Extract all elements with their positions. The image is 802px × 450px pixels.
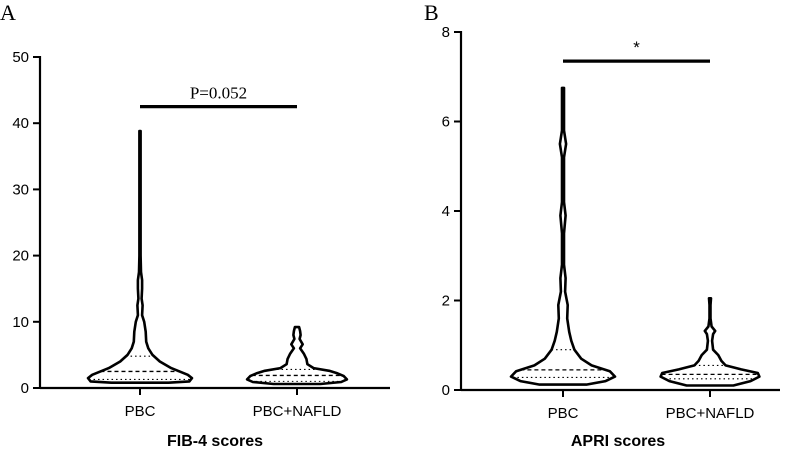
panel-a-axes: 0 10 20 30 40 50 PBC PBC+NAFLD	[12, 49, 390, 420]
panel-b-letter: B	[424, 0, 439, 25]
panel-a-letter: A	[0, 0, 16, 25]
x-tick-label: PBC+NAFLD	[666, 405, 755, 422]
panel-b-xlabel: APRI scores	[571, 433, 665, 450]
panel-a-annotation: P=0.052	[140, 84, 297, 109]
y-tick-label: 2	[442, 293, 450, 310]
y-tick-label: 0	[442, 382, 450, 399]
x-tick-label: PBC	[548, 405, 579, 422]
panel-b-axes: 0 2 4 6 8 PBC PBC+NAFLD	[442, 24, 780, 422]
y-tick-label: 6	[442, 114, 450, 131]
y-tick-label: 10	[12, 314, 29, 331]
y-tick-label: 0	[21, 380, 29, 397]
panel-a-violins	[86, 129, 349, 386]
violin-pbc	[509, 86, 617, 386]
significance-label: *	[633, 38, 640, 57]
significance-label: P=0.052	[190, 84, 247, 103]
y-tick-label: 50	[12, 49, 29, 66]
y-tick-label: 40	[12, 115, 29, 132]
x-tick-label: PBC+NAFLD	[253, 403, 342, 420]
panel-a-xlabel: FIB-4 scores	[167, 433, 263, 450]
violin-pbc-nafld	[245, 325, 349, 386]
panel-b-violins	[509, 86, 761, 387]
violin-pbc	[86, 129, 194, 384]
violin-pbc-nafld	[659, 297, 761, 387]
x-tick-label: PBC	[125, 403, 156, 420]
y-tick-label: 8	[442, 24, 450, 41]
panel-b: B 0 2 4 6 8 PBC PBC+NAFLD * APRI scores	[424, 0, 780, 450]
y-tick-label: 4	[442, 203, 450, 220]
y-tick-label: 30	[12, 181, 29, 198]
panel-a: A 0 10 20 30 40 50 PBC PBC+NAFLD P=0.052 FIB-4 …	[0, 0, 390, 450]
panel-b-annotation: *	[563, 38, 710, 63]
y-tick-label: 20	[12, 248, 29, 265]
